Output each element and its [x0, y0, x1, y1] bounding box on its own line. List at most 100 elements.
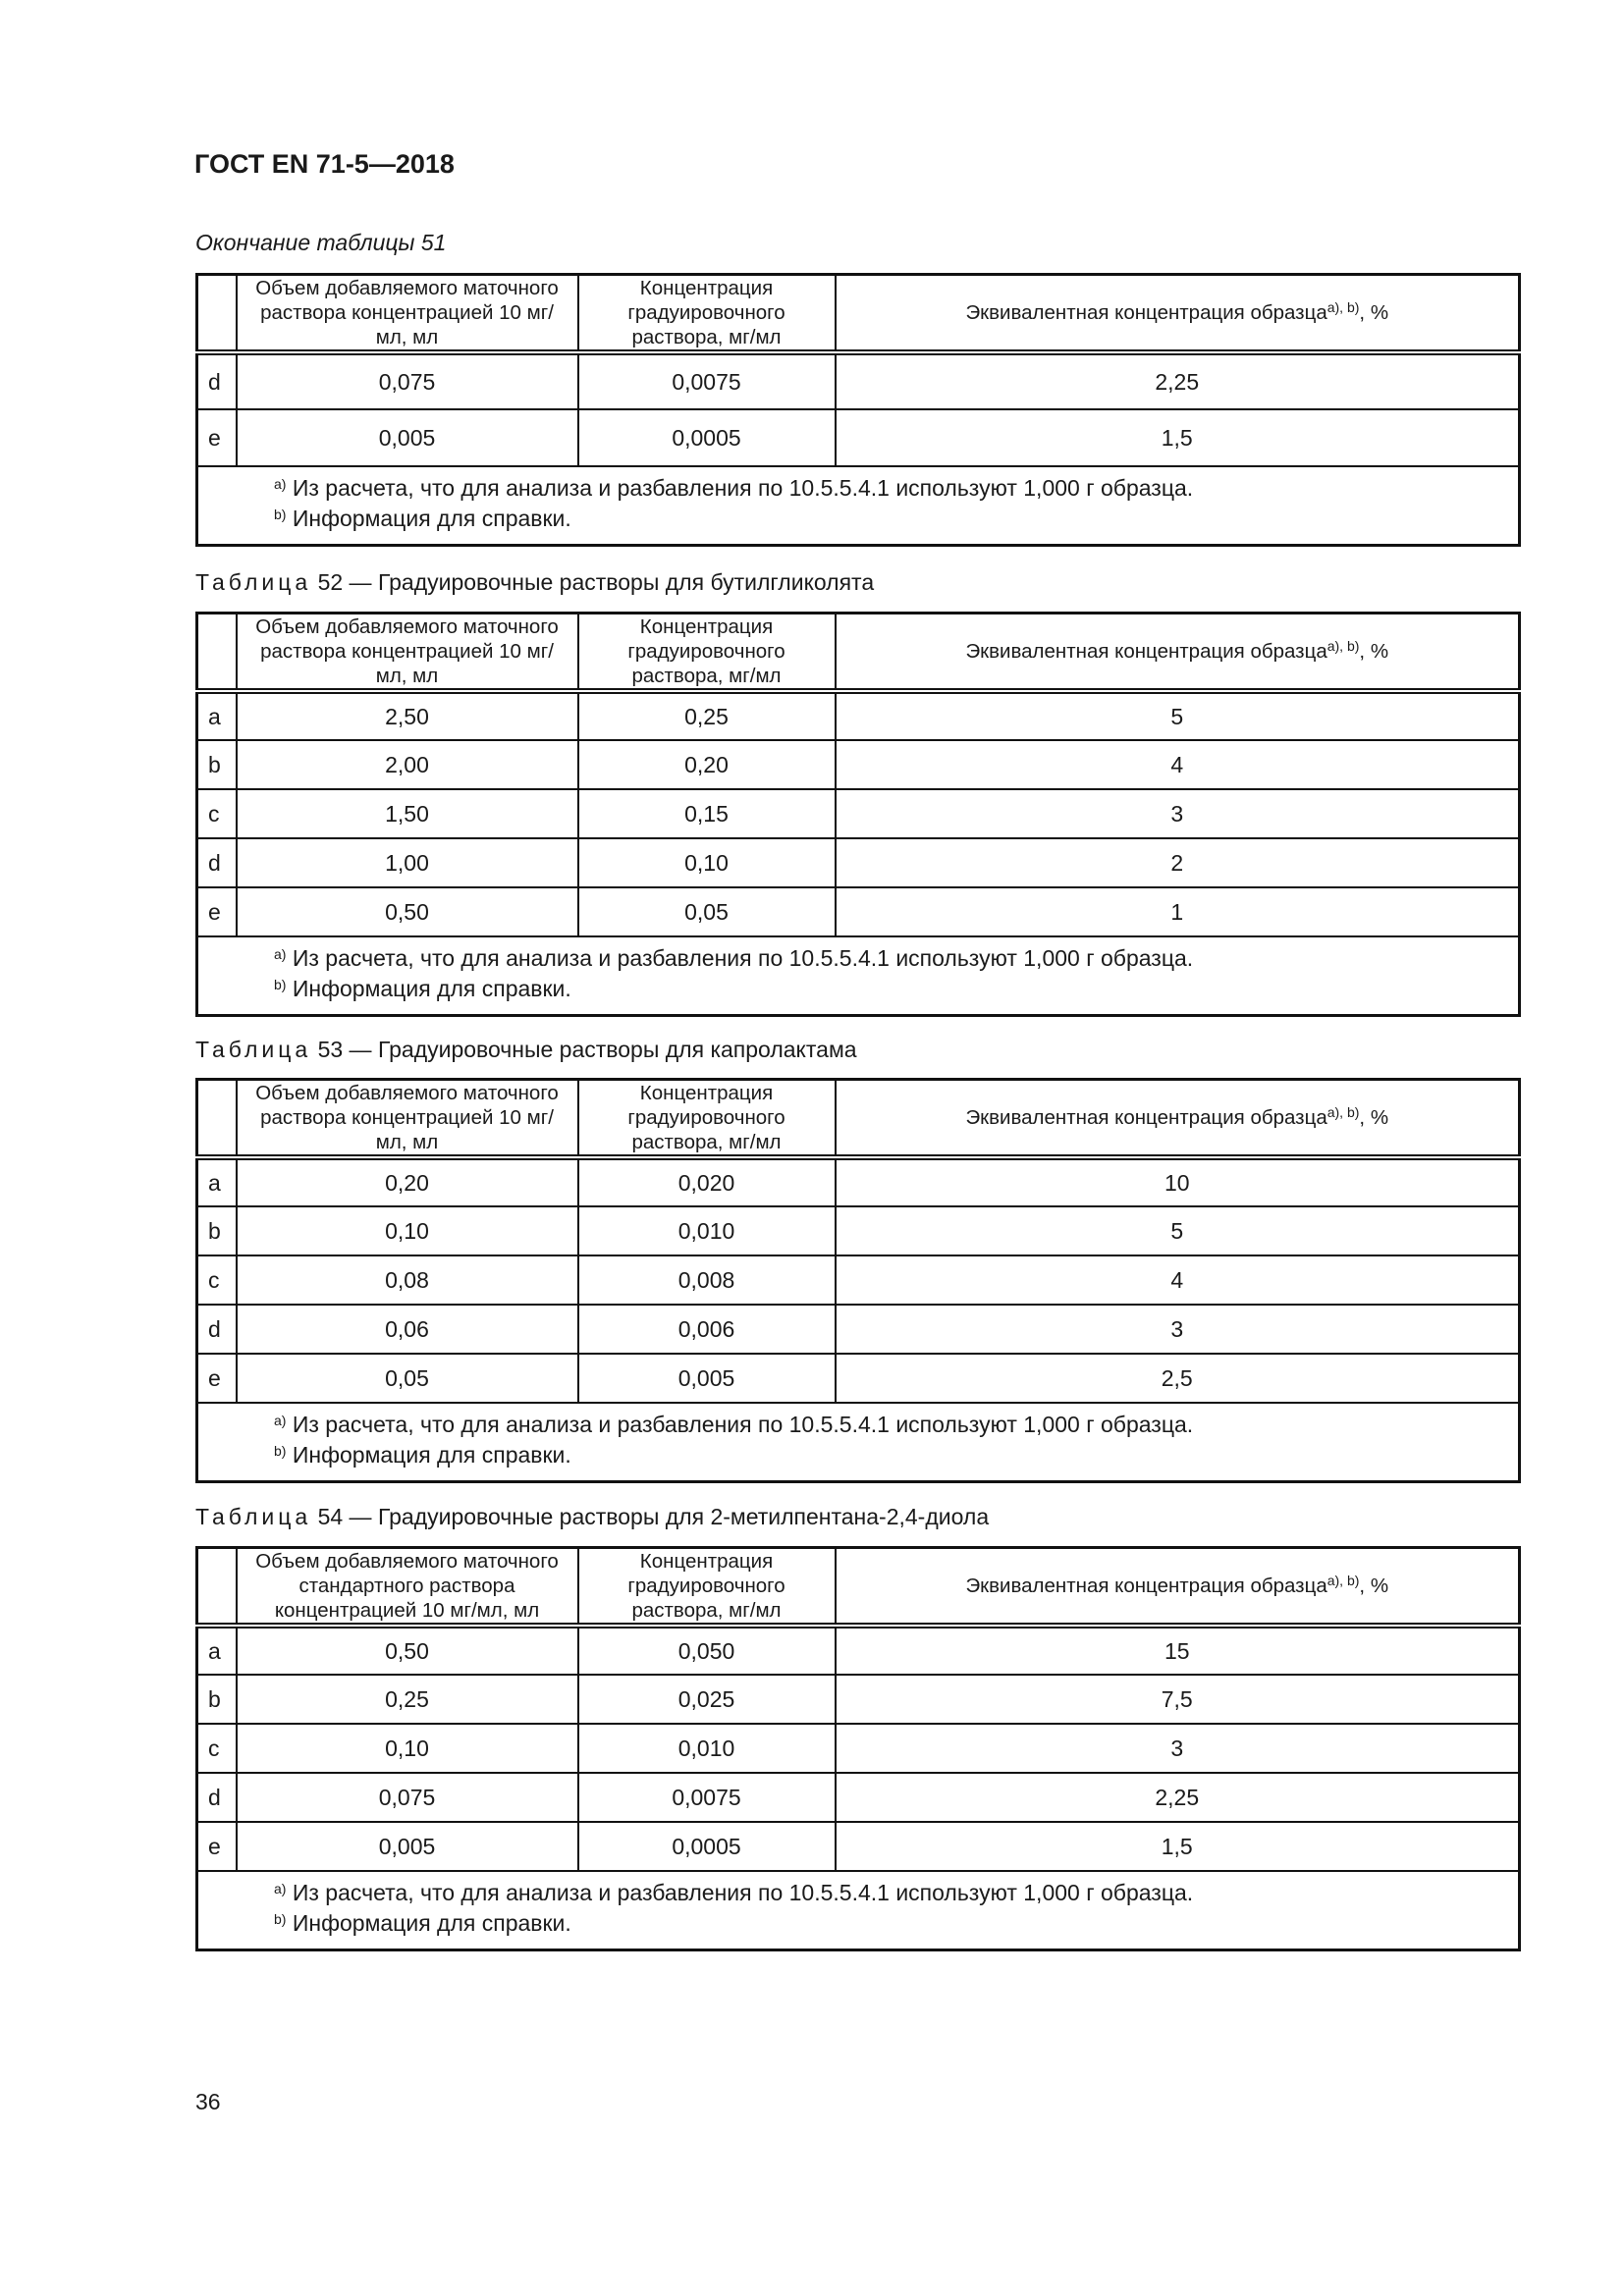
row-label: e — [195, 408, 238, 467]
table-row: d 0,075 0,0075 2,25 — [195, 1772, 1521, 1823]
footnote-a: a) Из расчета, что для анализа и разбавл… — [274, 1410, 1518, 1440]
table-row: d 0,06 0,006 3 — [195, 1304, 1521, 1355]
header-text: Эквивалентная концентрация образца — [965, 1575, 1327, 1597]
table-cell: 0,0005 — [576, 1821, 837, 1872]
table-cell: 5 — [834, 1205, 1521, 1256]
table-cell: 0,25 — [235, 1674, 579, 1725]
table-cell: 2,5 — [834, 1353, 1521, 1404]
header-cell-empty — [195, 1546, 238, 1629]
row-label: d — [195, 837, 238, 888]
header-cell: Концентрация градуировочного раствора, м… — [576, 612, 837, 694]
footnotes-row: a) Из расчета, что для анализа и разбавл… — [195, 1402, 1521, 1482]
footnote-b: b) Информация для справки. — [274, 1440, 1518, 1470]
table-row: c 1,50 0,15 3 — [195, 788, 1521, 839]
header-cell: Эквивалентная концентрация образцаa), b)… — [834, 1546, 1521, 1629]
footnote-mark: b) — [274, 1911, 287, 1927]
header-cell: Эквивалентная концентрация образцаa), b)… — [834, 273, 1521, 355]
table-row: e 0,005 0,0005 1,5 — [195, 1821, 1521, 1872]
table-row: e 0,005 0,0005 1,5 — [195, 408, 1521, 467]
table-caption: Таблица 53 — Градуировочные растворы для… — [195, 1037, 857, 1063]
header-text: Объем добавляемого маточного стандартног… — [255, 1550, 559, 1622]
table-cell: 0,05 — [576, 886, 837, 937]
table-row: c 0,08 0,008 4 — [195, 1255, 1521, 1306]
row-label: b — [195, 1674, 238, 1725]
footnote-text: Из расчета, что для анализа и разбавлени… — [292, 1412, 1194, 1437]
header-text: Концентрация градуировочного раствора, м… — [627, 615, 785, 687]
document-id: ГОСТ EN 71-5—2018 — [194, 149, 455, 179]
table-footnotes: a) Из расчета, что для анализа и разбавл… — [195, 1402, 1521, 1482]
row-label: d — [195, 1304, 238, 1355]
footnote-a: a) Из расчета, что для анализа и разбавл… — [274, 1878, 1518, 1908]
table-cell: 0,005 — [235, 1821, 579, 1872]
table-footnotes: a) Из расчета, что для анализа и разбавл… — [195, 1870, 1521, 1950]
table-cell: 7,5 — [834, 1674, 1521, 1725]
table-header-row: Объем добавляемого маточного стандартног… — [195, 1546, 1521, 1629]
table-caption-text: 54 — Градуировочные растворы для 2-метил… — [317, 1504, 990, 1529]
header-cell: Объем добавляемого маточного раствора ко… — [235, 612, 579, 694]
table-cell: 1,5 — [834, 408, 1521, 467]
footnote-a: a) Из расчета, что для анализа и разбавл… — [274, 473, 1518, 504]
table-cell: 0,05 — [235, 1353, 579, 1404]
table-caption: Таблица 54 — Градуировочные растворы для… — [195, 1504, 989, 1530]
table-header-row: Объем добавляемого маточного раствора ко… — [195, 273, 1521, 355]
table-header-row: Объем добавляемого маточного раствора ко… — [195, 1078, 1521, 1160]
footnote-mark: a) — [274, 1881, 287, 1896]
row-label: a — [195, 690, 238, 741]
calibration-table: Объем добавляемого маточного раствора ко… — [195, 273, 1521, 547]
footnote-text: Информация для справки. — [292, 506, 571, 531]
table-cell: 0,050 — [576, 1625, 837, 1676]
header-footnote-mark: a), b) — [1326, 1104, 1360, 1120]
table-cell: 1,50 — [235, 788, 579, 839]
header-text: Объем добавляемого маточного раствора ко… — [255, 277, 559, 348]
table-row: c 0,10 0,010 3 — [195, 1723, 1521, 1774]
header-unit: , % — [1359, 1106, 1389, 1129]
header-text: Концентрация градуировочного раствора, м… — [627, 277, 785, 348]
table-cell: 2,25 — [834, 351, 1521, 410]
header-text: Концентрация градуировочного раствора, м… — [627, 1550, 785, 1622]
table-cell: 4 — [834, 739, 1521, 790]
table-cell: 0,50 — [235, 886, 579, 937]
row-label: b — [195, 739, 238, 790]
row-label: e — [195, 1821, 238, 1872]
header-text: Концентрация градуировочного раствора, м… — [627, 1082, 785, 1153]
row-label: b — [195, 1205, 238, 1256]
header-cell: Объем добавляемого маточного стандартног… — [235, 1546, 579, 1629]
table-row: a 0,50 0,050 15 — [195, 1625, 1521, 1676]
table-cell: 15 — [834, 1625, 1521, 1676]
header-cell: Эквивалентная концентрация образцаa), b)… — [834, 612, 1521, 694]
table-cell: 0,005 — [576, 1353, 837, 1404]
table-cell: 0,08 — [235, 1255, 579, 1306]
table-cell: 0,025 — [576, 1674, 837, 1725]
table-row: b 0,10 0,010 5 — [195, 1205, 1521, 1256]
table-row: a 0,20 0,020 10 — [195, 1156, 1521, 1207]
table-header-row: Объем добавляемого маточного раствора ко… — [195, 612, 1521, 694]
table-row: b 2,00 0,20 4 — [195, 739, 1521, 790]
header-text: Эквивалентная концентрация образца — [965, 640, 1327, 663]
footnote-mark: b) — [274, 977, 287, 992]
row-label: d — [195, 1772, 238, 1823]
table-footnotes: a) Из расчета, что для анализа и разбавл… — [195, 935, 1521, 1016]
calibration-table: Объем добавляемого маточного стандартног… — [195, 1546, 1521, 1951]
header-footnote-mark: a), b) — [1326, 299, 1360, 315]
row-label: d — [195, 351, 238, 410]
table-cell: 0,075 — [235, 351, 579, 410]
table-cell: 0,10 — [235, 1723, 579, 1774]
footnote-text: Информация для справки. — [292, 1442, 571, 1468]
page-number: 36 — [195, 2089, 221, 2114]
footnotes-row: a) Из расчета, что для анализа и разбавл… — [195, 1870, 1521, 1950]
table-cell: 0,50 — [235, 1625, 579, 1676]
row-label: a — [195, 1625, 238, 1676]
table-row: a 2,50 0,25 5 — [195, 690, 1521, 741]
table-cell: 0,075 — [235, 1772, 579, 1823]
table-row: d 1,00 0,10 2 — [195, 837, 1521, 888]
header-text: Объем добавляемого маточного раствора ко… — [255, 615, 559, 687]
table-row: d 0,075 0,0075 2,25 — [195, 351, 1521, 410]
header-cell: Эквивалентная концентрация образцаa), b)… — [834, 1078, 1521, 1160]
header-cell-empty — [195, 612, 238, 694]
table-row: e 0,05 0,005 2,5 — [195, 1353, 1521, 1404]
calibration-table: Объем добавляемого маточного раствора ко… — [195, 612, 1521, 1017]
footnote-mark: b) — [274, 507, 287, 522]
header-text: Эквивалентная концентрация образца — [965, 301, 1327, 324]
header-cell-empty — [195, 273, 238, 355]
footnote-b: b) Информация для справки. — [274, 504, 1518, 534]
